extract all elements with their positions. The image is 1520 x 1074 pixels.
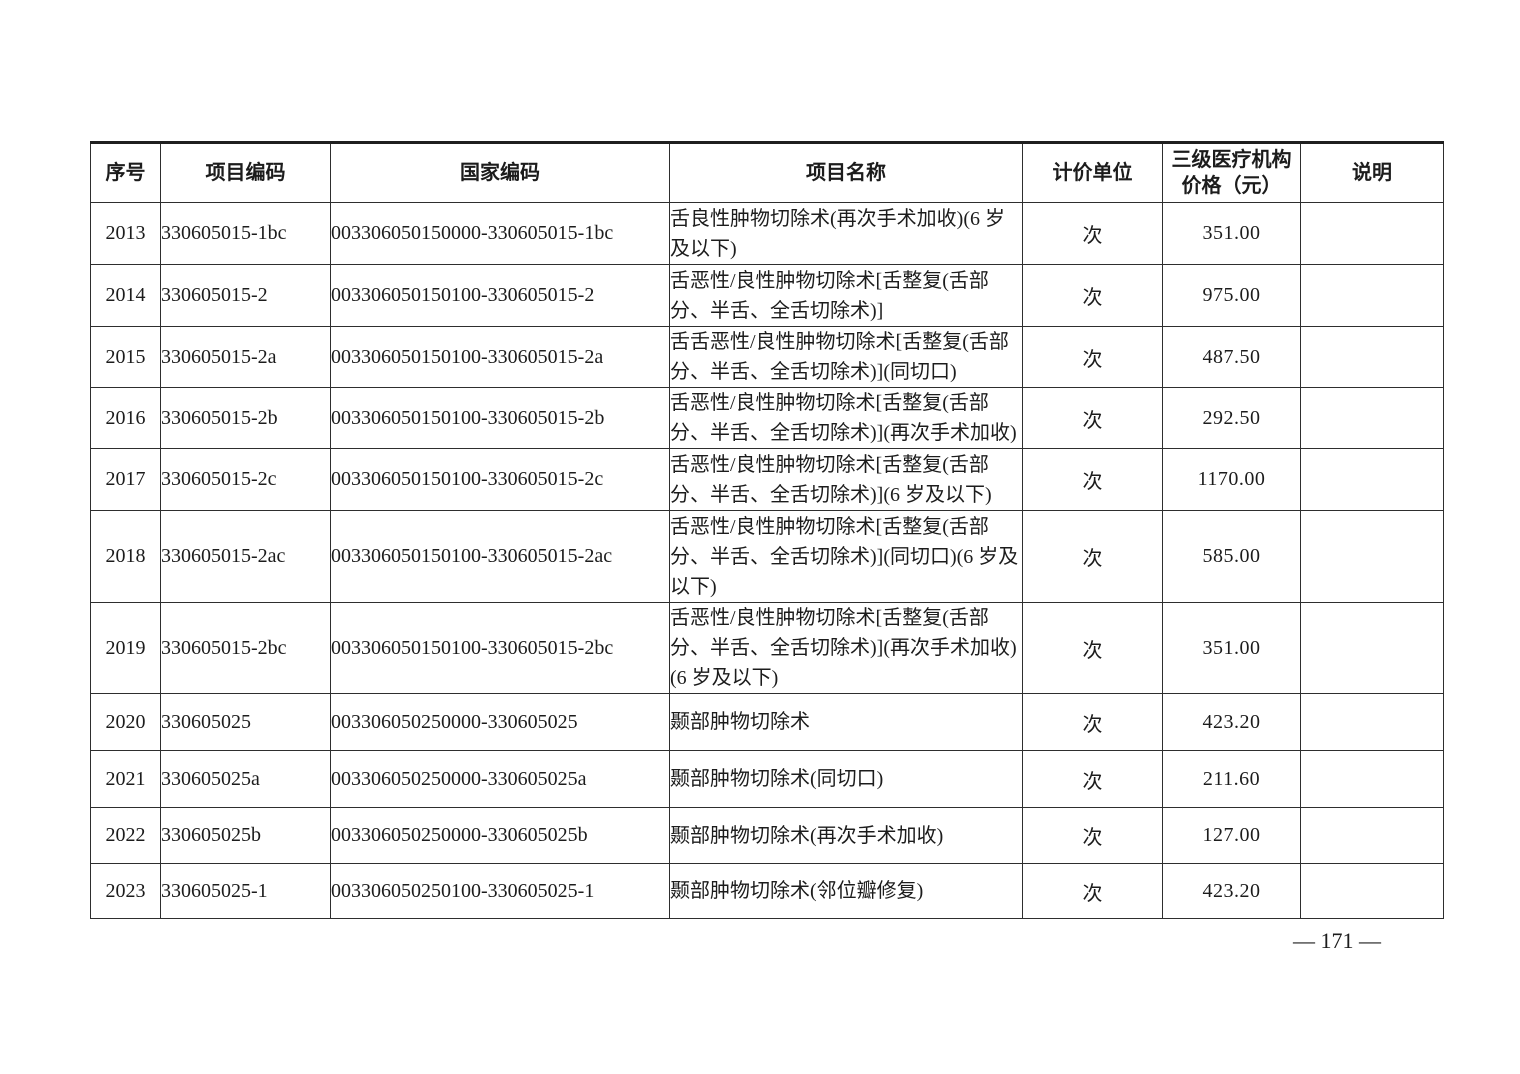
cell-national-code: 003306050150100-330605015-2bc: [330, 602, 670, 694]
cell-national-code: 003306050150000-330605015-1bc: [330, 202, 670, 265]
cell-item-code: 330605015-2bc: [160, 602, 331, 694]
cell-price: 211.60: [1162, 750, 1301, 808]
cell-note: [1300, 750, 1444, 808]
cell-unit: 次: [1022, 750, 1163, 808]
cell-national-code: 003306050150100-330605015-2c: [330, 448, 670, 511]
col-header-price: 三级医疗机构价格（元）: [1162, 141, 1301, 203]
cell-note: [1300, 602, 1444, 694]
cell-unit: 次: [1022, 693, 1163, 751]
cell-price: 423.20: [1162, 693, 1301, 751]
cell-seq: 2021: [90, 750, 161, 808]
cell-item-code: 330605015-2: [160, 264, 331, 327]
col-header-seq: 序号: [90, 141, 161, 203]
header-row: 序号 项目编码 国家编码 项目名称 计价单位 三级医疗机构价格（元） 说明: [90, 141, 1444, 203]
cell-price: 585.00: [1162, 510, 1301, 603]
cell-seq: 2018: [90, 510, 161, 603]
cell-price: 423.20: [1162, 863, 1301, 919]
cell-seq: 2013: [90, 202, 161, 265]
cell-unit: 次: [1022, 602, 1163, 694]
cell-unit: 次: [1022, 863, 1163, 919]
cell-national-code: 003306050150100-330605015-2ac: [330, 510, 670, 603]
cell-seq: 2019: [90, 602, 161, 694]
cell-item-code: 330605015-1bc: [160, 202, 331, 265]
cell-unit: 次: [1022, 264, 1163, 327]
cell-item-name: 颞部肿物切除术(同切口): [669, 750, 1023, 808]
col-header-note: 说明: [1300, 141, 1444, 203]
cell-item-code: 330605025b: [160, 807, 331, 864]
cell-item-code: 330605015-2c: [160, 448, 331, 511]
cell-national-code: 003306050250100-330605025-1: [330, 863, 670, 919]
cell-note: [1300, 863, 1444, 919]
col-header-national-code: 国家编码: [330, 141, 670, 203]
medical-price-table: 序号 项目编码 国家编码 项目名称 计价单位 三级医疗机构价格（元） 说明 20…: [90, 141, 1444, 919]
cell-national-code: 003306050150100-330605015-2: [330, 264, 670, 327]
cell-item-name: 舌恶性/良性肿物切除术[舌整复(舌部分、半舌、全舌切除术)](再次手术加收)(6…: [669, 602, 1023, 694]
table-row: 2022 330605025b 003306050250000-33060502…: [90, 807, 1444, 864]
cell-item-code: 330605015-2ac: [160, 510, 331, 603]
cell-price: 351.00: [1162, 202, 1301, 265]
cell-note: [1300, 387, 1444, 449]
cell-item-name: 舌恶性/良性肿物切除术[舌整复(舌部分、半舌、全舌切除术)](再次手术加收): [669, 387, 1023, 449]
cell-seq: 2017: [90, 448, 161, 511]
cell-note: [1300, 202, 1444, 265]
cell-seq: 2023: [90, 863, 161, 919]
cell-price: 127.00: [1162, 807, 1301, 864]
cell-national-code: 003306050150100-330605015-2b: [330, 387, 670, 449]
cell-price: 1170.00: [1162, 448, 1301, 511]
table-row: 2018 330605015-2ac 003306050150100-33060…: [90, 510, 1444, 603]
table-row: 2020 330605025 003306050250000-330605025…: [90, 693, 1444, 751]
table-row: 2017 330605015-2c 003306050150100-330605…: [90, 448, 1444, 511]
table-row: 2016 330605015-2b 003306050150100-330605…: [90, 387, 1444, 449]
cell-national-code: 003306050150100-330605015-2a: [330, 326, 670, 388]
cell-price: 292.50: [1162, 387, 1301, 449]
cell-price: 975.00: [1162, 264, 1301, 327]
cell-seq: 2022: [90, 807, 161, 864]
cell-note: [1300, 693, 1444, 751]
table-row: 2019 330605015-2bc 003306050150100-33060…: [90, 602, 1444, 694]
cell-national-code: 003306050250000-330605025: [330, 693, 670, 751]
col-header-unit: 计价单位: [1022, 141, 1163, 203]
col-header-item-code: 项目编码: [160, 141, 331, 203]
cell-unit: 次: [1022, 387, 1163, 449]
cell-price: 487.50: [1162, 326, 1301, 388]
table-row: 2014 330605015-2 003306050150100-3306050…: [90, 264, 1444, 327]
cell-unit: 次: [1022, 807, 1163, 864]
cell-note: [1300, 264, 1444, 327]
cell-national-code: 003306050250000-330605025b: [330, 807, 670, 864]
cell-item-code: 330605015-2b: [160, 387, 331, 449]
cell-note: [1300, 510, 1444, 603]
cell-national-code: 003306050250000-330605025a: [330, 750, 670, 808]
cell-seq: 2020: [90, 693, 161, 751]
cell-item-name: 舌恶性/良性肿物切除术[舌整复(舌部分、半舌、全舌切除术)](6 岁及以下): [669, 448, 1023, 511]
cell-note: [1300, 448, 1444, 511]
cell-unit: 次: [1022, 326, 1163, 388]
table-row: 2021 330605025a 003306050250000-33060502…: [90, 750, 1444, 808]
cell-item-code: 330605025a: [160, 750, 331, 808]
table-row: 2013 330605015-1bc 003306050150000-33060…: [90, 202, 1444, 265]
cell-item-name: 舌恶性/良性肿物切除术[舌整复(舌部分、半舌、全舌切除术)]: [669, 264, 1023, 327]
cell-item-code: 330605025-1: [160, 863, 331, 919]
cell-seq: 2016: [90, 387, 161, 449]
cell-item-code: 330605015-2a: [160, 326, 331, 388]
table-row: 2023 330605025-1 003306050250100-3306050…: [90, 863, 1444, 919]
table-row: 2015 330605015-2a 003306050150100-330605…: [90, 326, 1444, 388]
col-header-item-name: 项目名称: [669, 141, 1023, 203]
cell-item-code: 330605025: [160, 693, 331, 751]
page-number: — 171 —: [1293, 928, 1381, 953]
cell-item-name: 舌恶性/良性肿物切除术[舌整复(舌部分、半舌、全舌切除术)](同切口)(6 岁及…: [669, 510, 1023, 603]
cell-item-name: 颞部肿物切除术(邻位瓣修复): [669, 863, 1023, 919]
cell-unit: 次: [1022, 448, 1163, 511]
cell-item-name: 舌良性肿物切除术(再次手术加收)(6 岁及以下): [669, 202, 1023, 265]
cell-price: 351.00: [1162, 602, 1301, 694]
cell-item-name: 颞部肿物切除术(再次手术加收): [669, 807, 1023, 864]
cell-note: [1300, 807, 1444, 864]
cell-seq: 2015: [90, 326, 161, 388]
cell-unit: 次: [1022, 202, 1163, 265]
cell-seq: 2014: [90, 264, 161, 327]
cell-item-name: 舌舌恶性/良性肿物切除术[舌整复(舌部分、半舌、全舌切除术)](同切口): [669, 326, 1023, 388]
cell-note: [1300, 326, 1444, 388]
cell-unit: 次: [1022, 510, 1163, 603]
cell-item-name: 颞部肿物切除术: [669, 693, 1023, 751]
